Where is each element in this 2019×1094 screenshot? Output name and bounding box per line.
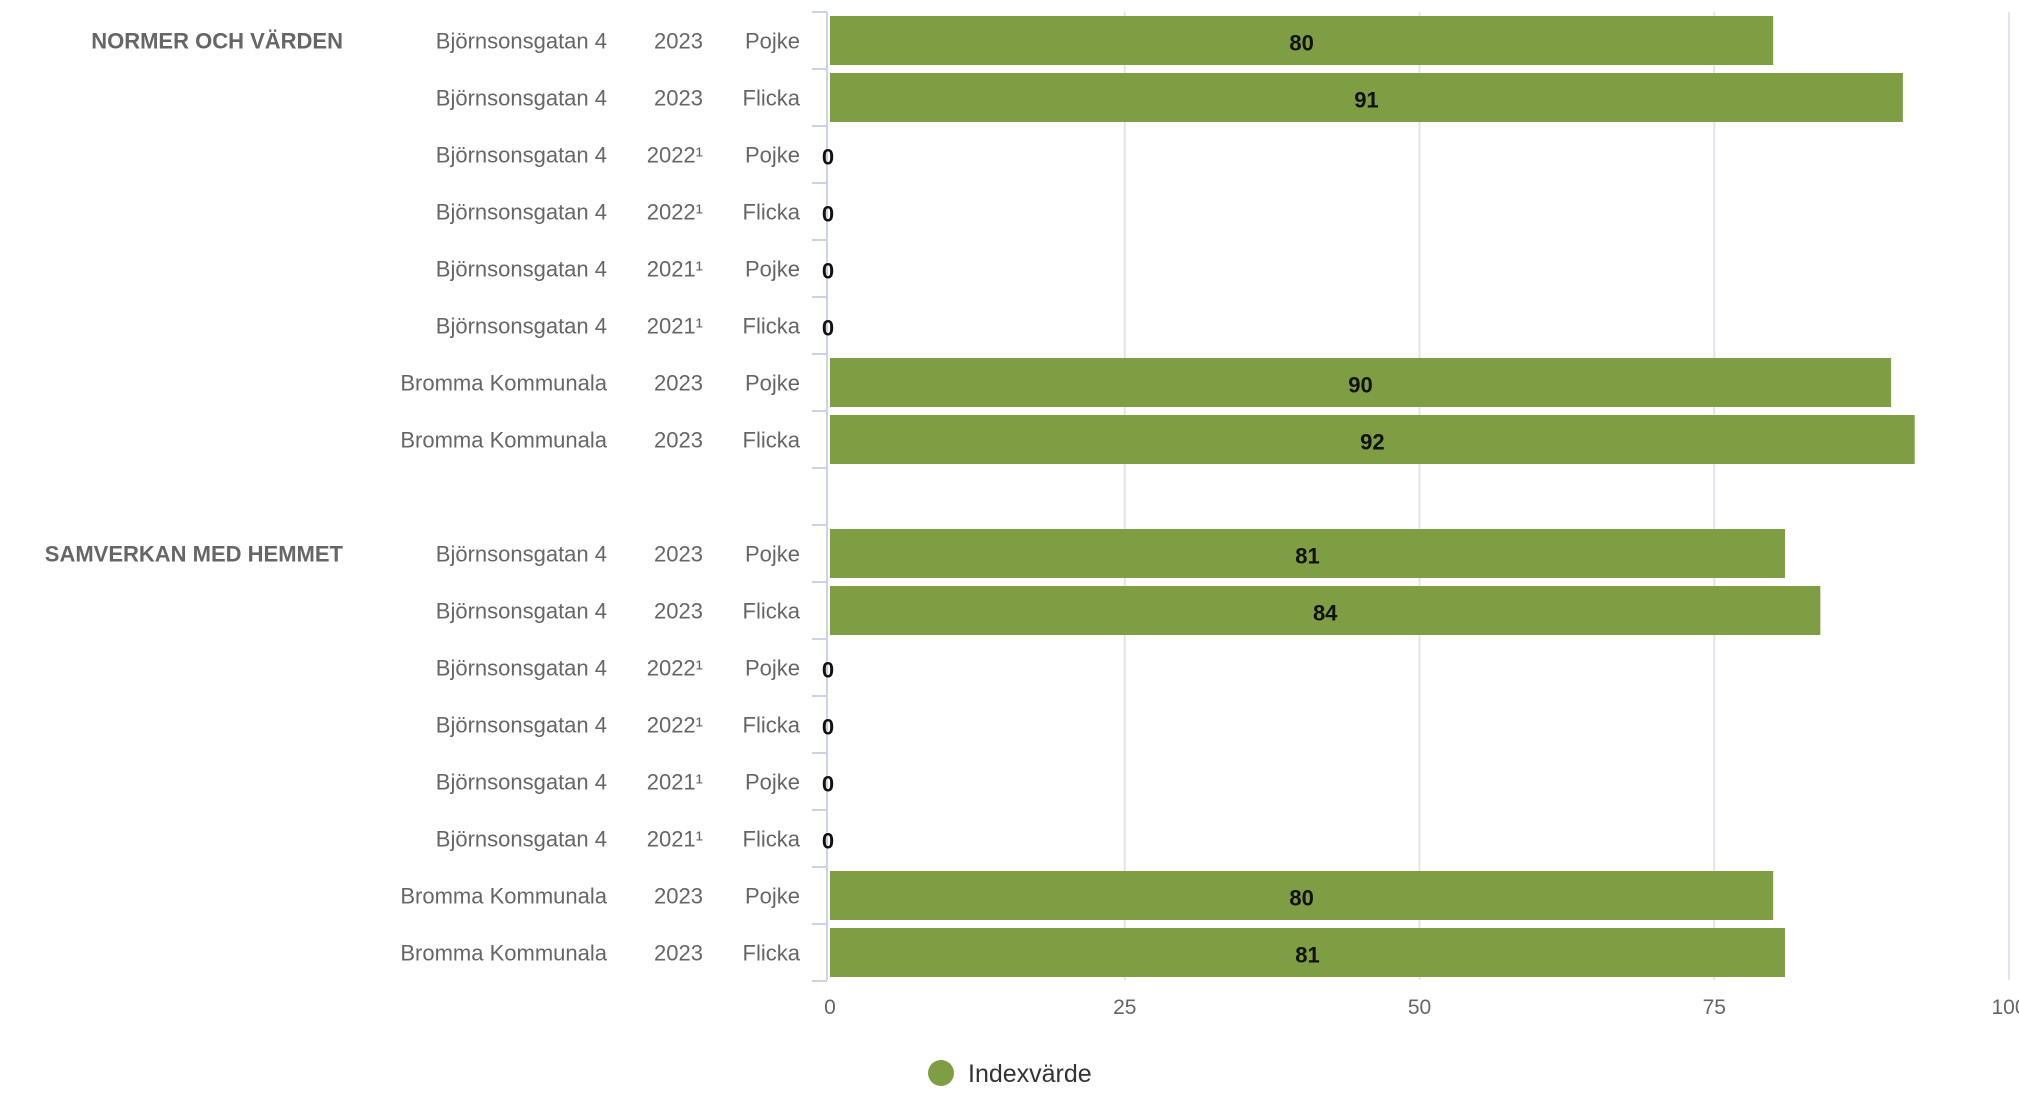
category-label-school: Björnsonsgatan 4: [436, 200, 607, 225]
tick-label: 25: [1113, 996, 1136, 1019]
category-label-year: 2023: [654, 542, 703, 567]
bar[interactable]: [830, 928, 1785, 977]
data-label: 0: [822, 715, 834, 740]
category-label-gender: Pojke: [745, 257, 800, 282]
bar[interactable]: [830, 586, 1821, 635]
data-label: 0: [822, 772, 834, 797]
tick-label: 75: [1703, 996, 1726, 1019]
bar[interactable]: [830, 415, 1915, 464]
category-label-gender: Flicka: [743, 314, 801, 339]
category-label-school: Björnsonsgatan 4: [436, 827, 607, 852]
data-label: 90: [1348, 373, 1372, 398]
category-label-year: 2022¹: [647, 656, 703, 681]
category-label-gender: Flicka: [743, 428, 801, 453]
category-label-gender: Pojke: [745, 656, 800, 681]
category-label-year: 2021¹: [647, 770, 703, 795]
category-label-gender: Flicka: [743, 200, 801, 225]
data-label: 91: [1354, 88, 1378, 113]
category-label-year: 2023: [654, 884, 703, 909]
category-label-school: Björnsonsgatan 4: [436, 713, 607, 738]
category-label-gender: Pojke: [745, 29, 800, 54]
category-label-year: 2021¹: [647, 827, 703, 852]
category-label-school: Björnsonsgatan 4: [436, 29, 607, 54]
category-label-gender: Pojke: [745, 770, 800, 795]
tick-label: 50: [1408, 996, 1431, 1019]
bar[interactable]: [830, 73, 1903, 122]
group-label: SAMVERKAN MED HEMMET: [45, 542, 344, 567]
category-label-year: 2023: [654, 29, 703, 54]
category-labels: NORMER OCH VÄRDEN Björnsonsgatan 4 2023 Poj…: [45, 29, 801, 966]
category-label-school: Björnsonsgatan 4: [436, 599, 607, 624]
data-label: 84: [1313, 601, 1338, 626]
category-label-year: 2023: [654, 599, 703, 624]
category-label-school: Björnsonsgatan 4: [436, 86, 607, 111]
data-label: 81: [1295, 544, 1319, 569]
category-label-school: Björnsonsgatan 4: [436, 770, 607, 795]
category-label-school: Björnsonsgatan 4: [436, 257, 607, 282]
tick-label: 100: [1991, 996, 2019, 1019]
category-label-school: Björnsonsgatan 4: [436, 143, 607, 168]
bar[interactable]: [830, 358, 1892, 407]
legend-label[interactable]: Indexvärde: [968, 1060, 1092, 1088]
category-label-gender: Pojke: [745, 371, 800, 396]
category-label-school: Bromma Kommunala: [400, 941, 607, 966]
grid-lines: [1123, 12, 2010, 980]
category-label-year: 2022¹: [647, 200, 703, 225]
category-label-gender: Flicka: [743, 827, 801, 852]
category-label-year: 2022¹: [647, 143, 703, 168]
bar[interactable]: [830, 16, 1774, 65]
bar[interactable]: [830, 529, 1785, 578]
category-label-gender: Pojke: [745, 143, 800, 168]
category-label-gender: Flicka: [743, 86, 801, 111]
category-label-gender: Pojke: [745, 542, 800, 567]
data-label: 0: [822, 259, 834, 284]
category-axis: [812, 11, 828, 982]
data-label: 92: [1360, 430, 1384, 455]
category-label-year: 2021¹: [647, 314, 703, 339]
category-label-year: 2023: [654, 86, 703, 111]
data-label: 0: [822, 829, 834, 854]
category-label-year: 2023: [654, 371, 703, 396]
category-label-gender: Flicka: [743, 599, 801, 624]
category-label-school: Bromma Kommunala: [400, 428, 607, 453]
category-label-year: 2023: [654, 428, 703, 453]
data-label: 0: [822, 202, 834, 227]
category-label-gender: Flicka: [743, 941, 801, 966]
data-label: 0: [822, 658, 834, 683]
category-label-school: Bromma Kommunala: [400, 884, 607, 909]
category-label-gender: Pojke: [745, 884, 800, 909]
category-label-year: 2022¹: [647, 713, 703, 738]
data-label: 81: [1295, 943, 1319, 968]
category-label-school: Björnsonsgatan 4: [436, 656, 607, 681]
category-label-year: 2021¹: [647, 257, 703, 282]
bar[interactable]: [830, 871, 1774, 920]
legend[interactable]: Indexvärde: [928, 1060, 1092, 1088]
category-label-year: 2023: [654, 941, 703, 966]
category-label-school: Björnsonsgatan 4: [436, 542, 607, 567]
data-label: 0: [822, 316, 834, 341]
tick-label: 0: [824, 996, 836, 1019]
category-label-gender: Flicka: [743, 713, 801, 738]
group-label: NORMER OCH VÄRDEN: [91, 29, 343, 54]
data-label: 80: [1289, 31, 1313, 56]
bars: 80 91 0 0 0 0 90 92 81 84 0 0 0 0 80 81: [822, 16, 1915, 977]
data-label: 80: [1289, 886, 1313, 911]
value-axis-ticks: 0 25 50 75 100: [824, 996, 2019, 1019]
data-label: 0: [822, 145, 834, 170]
category-label-school: Björnsonsgatan 4: [436, 314, 607, 339]
category-label-school: Bromma Kommunala: [400, 371, 607, 396]
legend-marker[interactable]: [928, 1060, 954, 1086]
